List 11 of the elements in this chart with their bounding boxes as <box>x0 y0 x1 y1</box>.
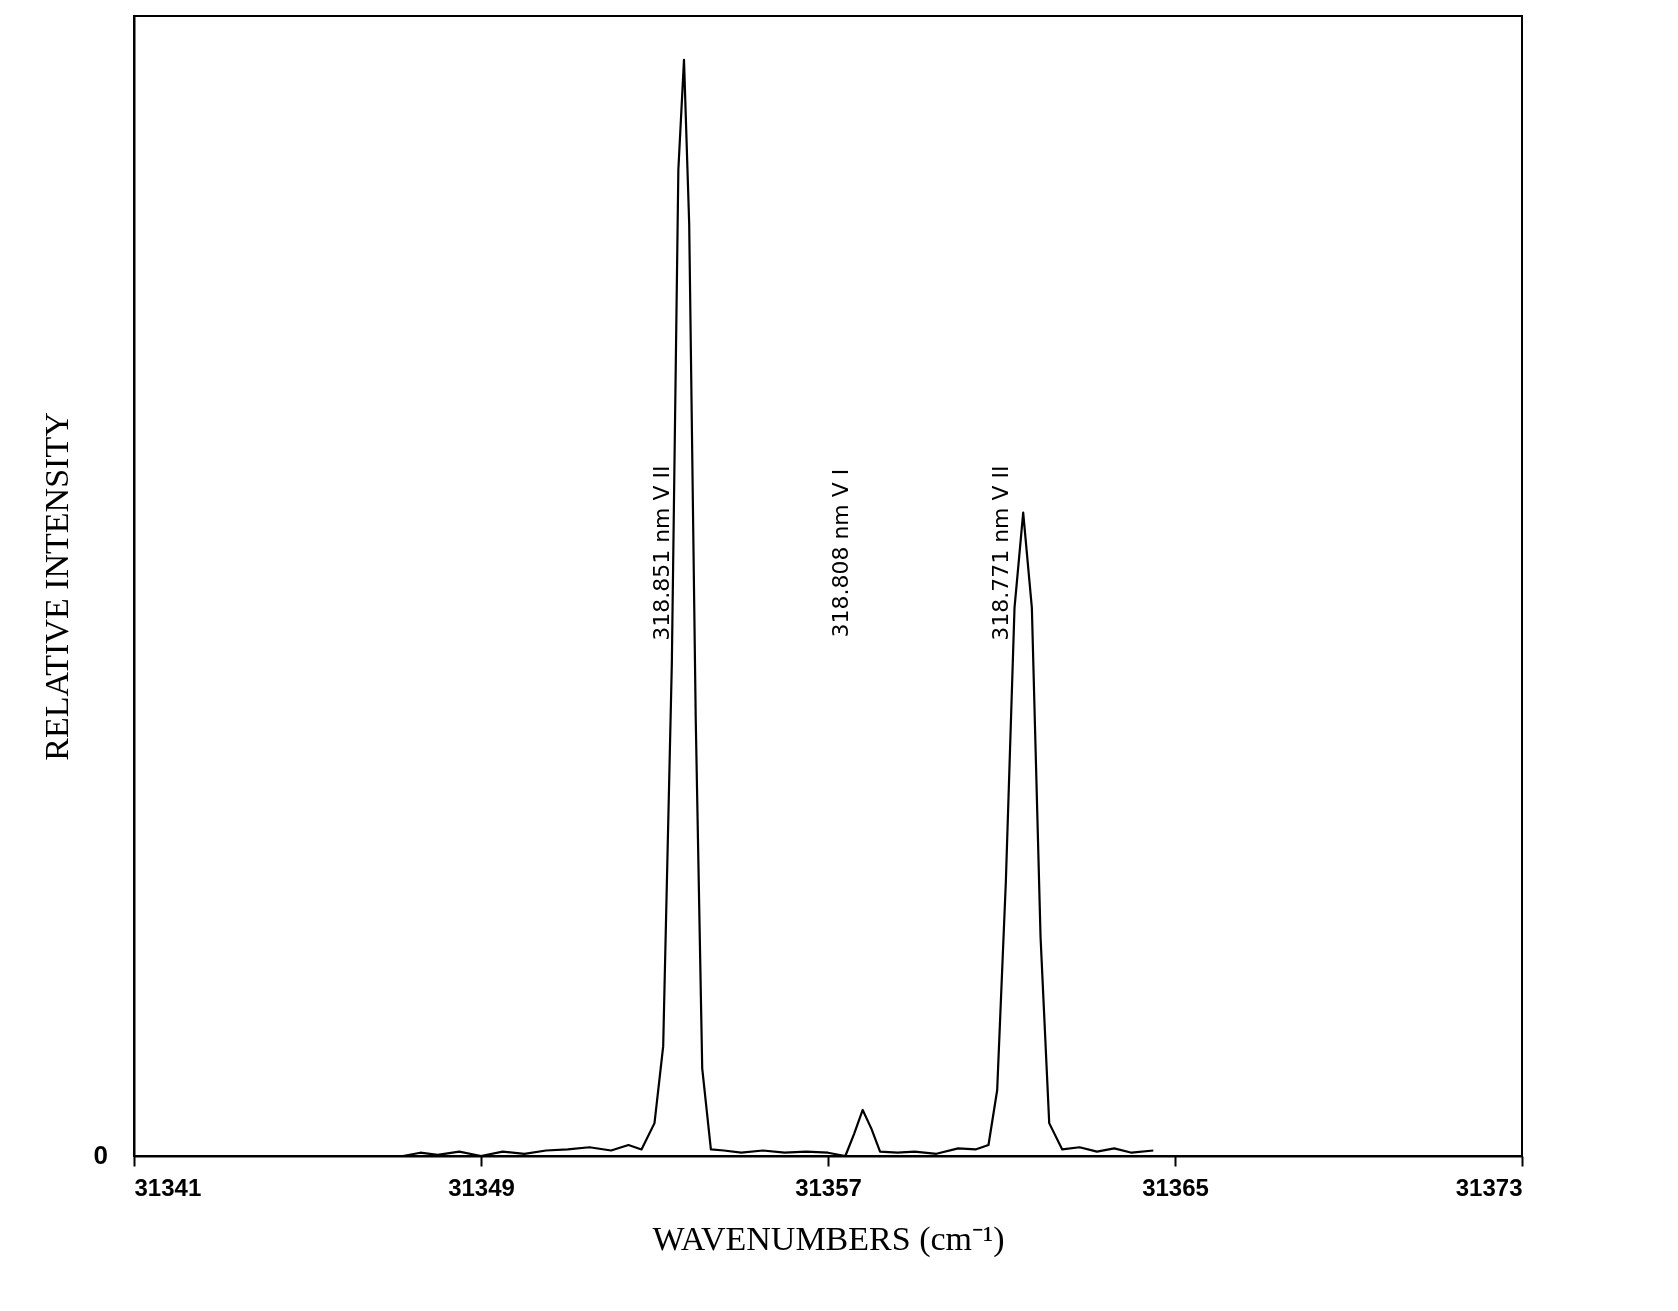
x-tick-label: 31349 <box>448 1173 515 1201</box>
annotation: 318.771 nm V II <box>988 465 1014 641</box>
x-tick-label: 31365 <box>1142 1173 1209 1201</box>
x-tick-label: 31357 <box>795 1173 862 1201</box>
y-axis-title: RELATIVE INTENSITY <box>37 412 75 761</box>
x-tick-label: 31341 <box>134 1173 202 1201</box>
text: 0 <box>93 1140 108 1170</box>
annotation: 318.851 nm V II <box>648 465 674 641</box>
x-tick-label: 31373 <box>1455 1173 1523 1201</box>
x-axis-title: WAVENUMBERS (cm⁻¹) <box>652 1219 1005 1258</box>
annotation: 318.808 nm V I <box>827 468 853 638</box>
